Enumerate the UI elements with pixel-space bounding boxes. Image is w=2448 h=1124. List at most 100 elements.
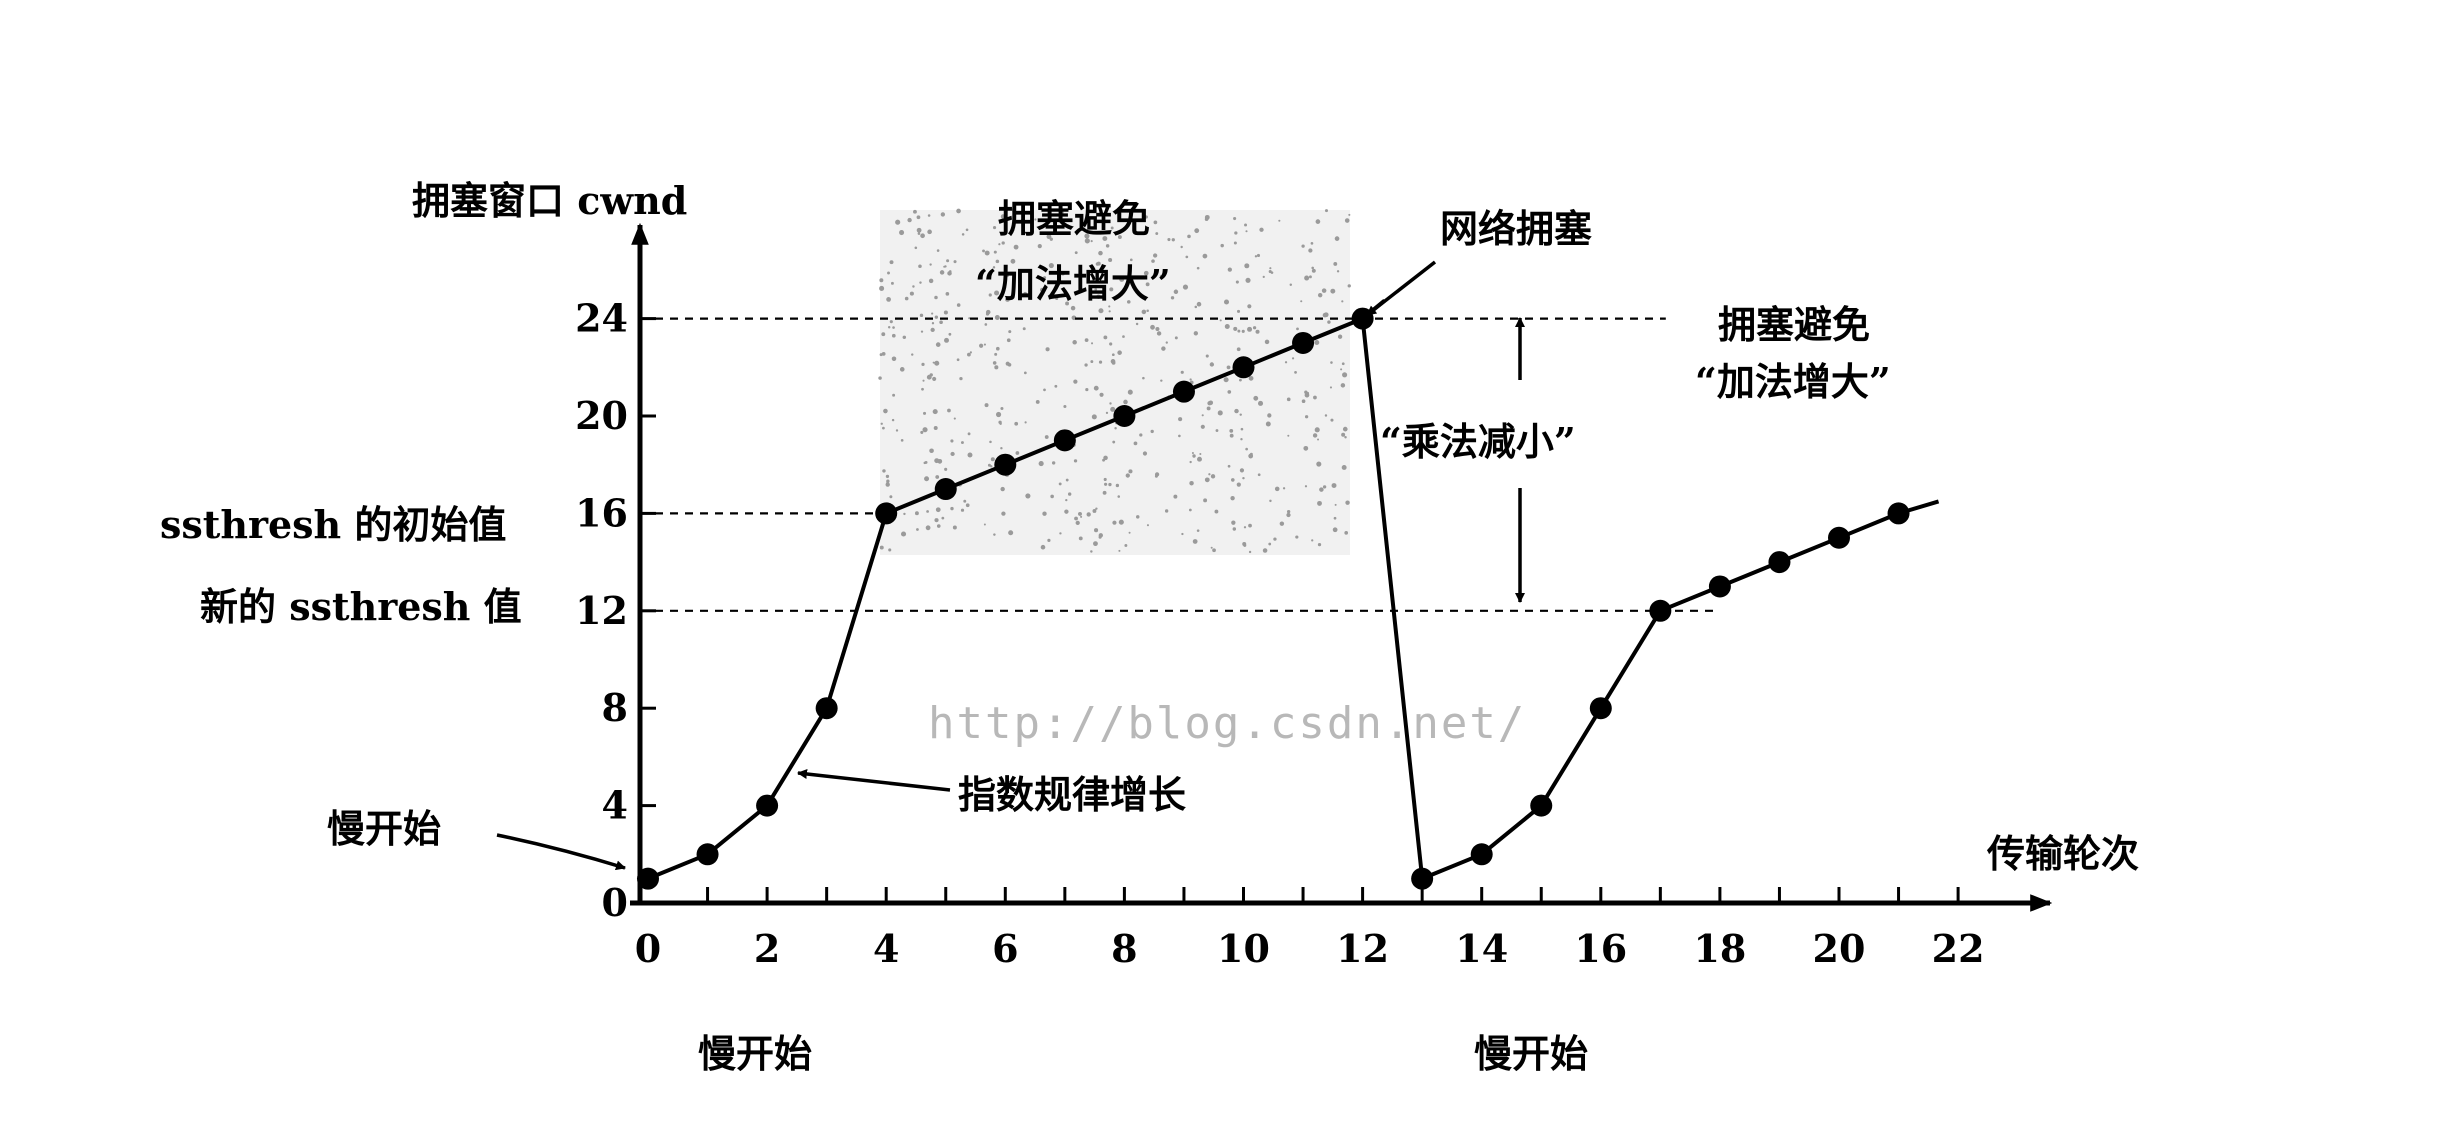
stipple-dot: [1342, 372, 1348, 378]
stipple-dot: [1269, 267, 1272, 270]
stipple-dot: [1006, 338, 1011, 343]
stipple-dot: [925, 525, 931, 531]
stipple-dot: [1204, 217, 1209, 222]
stipple-dot: [1331, 483, 1337, 489]
y-ticks: 0 4 8 12 16 20 24: [575, 296, 656, 925]
stipple-dot: [1240, 427, 1244, 431]
x-tick-label: 4: [873, 926, 899, 971]
stipple-dot: [881, 332, 886, 337]
stipple-dot: [1248, 523, 1252, 528]
stipple-dot: [1114, 427, 1117, 430]
x-tick-label: 12: [1336, 926, 1389, 971]
stipple-dot: [1043, 388, 1046, 392]
stipple-dot: [1304, 415, 1309, 419]
stipple-dot: [1301, 399, 1306, 404]
stipple-dot: [943, 310, 948, 315]
stipple-dot: [1239, 413, 1242, 416]
y-tick-label: 24: [575, 296, 628, 341]
stipple-dot: [883, 408, 888, 414]
stipple-dot: [959, 376, 963, 381]
stipple-dot: [892, 326, 895, 329]
stipple-dot: [1333, 516, 1337, 520]
stipple-dot: [900, 531, 907, 537]
x-tick-label: 2: [754, 926, 780, 971]
stipple-dot: [1264, 339, 1270, 345]
stipple-dot: [927, 214, 931, 217]
stipple-dot: [1344, 218, 1350, 223]
stipple-dot: [935, 475, 940, 479]
stipple-dot: [1324, 414, 1328, 417]
stipple-dot: [1233, 241, 1237, 245]
stipple-dot: [1204, 477, 1210, 483]
stipple-dot: [1189, 460, 1192, 464]
stipple-dot: [1317, 292, 1323, 298]
y-tick-label: 8: [602, 685, 628, 730]
stipple-dot: [1286, 509, 1291, 514]
stipple-dot: [1038, 461, 1044, 467]
stipple-dot: [1239, 378, 1242, 382]
stipple-dot: [917, 232, 921, 235]
stipple-dot: [926, 510, 929, 513]
stipple-dot: [1070, 305, 1076, 311]
stipple-dot: [920, 233, 925, 239]
stipple-dot: [924, 476, 930, 482]
stipple-dot: [1091, 414, 1097, 420]
stipple-dot: [1234, 231, 1238, 235]
stipple-dot: [1153, 253, 1158, 258]
stipple-dot: [1010, 258, 1016, 264]
stipple-dot: [1167, 237, 1171, 242]
stipple-dot: [1321, 288, 1327, 293]
stipple-dot: [1295, 535, 1299, 539]
data-point: [1113, 405, 1136, 427]
stipple-dot: [1205, 354, 1209, 358]
data-point: [756, 794, 779, 817]
stipple-dot: [1294, 371, 1297, 374]
stipple-dot: [993, 250, 997, 254]
data-point: [934, 478, 957, 501]
stipple-dot: [1317, 543, 1322, 547]
stipple-dot: [924, 460, 928, 464]
stipple-dot: [1269, 499, 1272, 503]
stipple-dot: [1208, 473, 1211, 476]
stipple-dot: [931, 312, 934, 315]
stipple-dot: [947, 271, 952, 276]
stipple-dot: [919, 281, 922, 284]
stipple-dot: [1047, 538, 1051, 542]
stipple-dot: [1133, 441, 1138, 446]
stipple-dot: [1105, 211, 1108, 215]
stipple-dot: [1015, 451, 1020, 455]
stipple-dot: [1044, 435, 1049, 439]
stipple-dot: [1310, 242, 1314, 245]
stipple-dot: [994, 365, 999, 370]
stipple-dot: [1051, 461, 1056, 465]
stipple-dot: [1230, 478, 1235, 482]
watermark: http://blog.csdn.net/: [928, 698, 1526, 749]
stipple-dot: [1230, 495, 1235, 501]
stipple-dot: [994, 290, 1000, 296]
stipple-dot: [1023, 291, 1028, 296]
stipple-dot: [885, 482, 890, 487]
stipple-dot: [916, 215, 921, 220]
stipple-dot: [887, 326, 891, 329]
stipple-dot: [1102, 490, 1107, 495]
stipple-dot: [1096, 294, 1101, 299]
stipple-dot: [936, 249, 940, 252]
stipple-dot: [1000, 214, 1006, 219]
stipple-dot: [1150, 429, 1154, 434]
stipple-dot: [941, 516, 945, 520]
stipple-dot: [985, 312, 990, 316]
stipple-dot: [1139, 433, 1143, 437]
data-point: [1589, 697, 1612, 720]
stipple-dot: [1173, 494, 1178, 499]
stipple-dot: [1143, 270, 1149, 276]
stipple-dot: [914, 246, 918, 250]
data-point: [1470, 843, 1493, 866]
stipple-dot: [918, 264, 922, 269]
stipple-dot: [939, 270, 945, 275]
stipple-dot: [931, 322, 935, 325]
stipple-dot: [891, 418, 895, 422]
stipple-dot: [1182, 284, 1189, 290]
data-point: [1530, 794, 1553, 817]
stipple-dot: [1341, 362, 1345, 366]
stipple-dot: [1197, 456, 1202, 462]
